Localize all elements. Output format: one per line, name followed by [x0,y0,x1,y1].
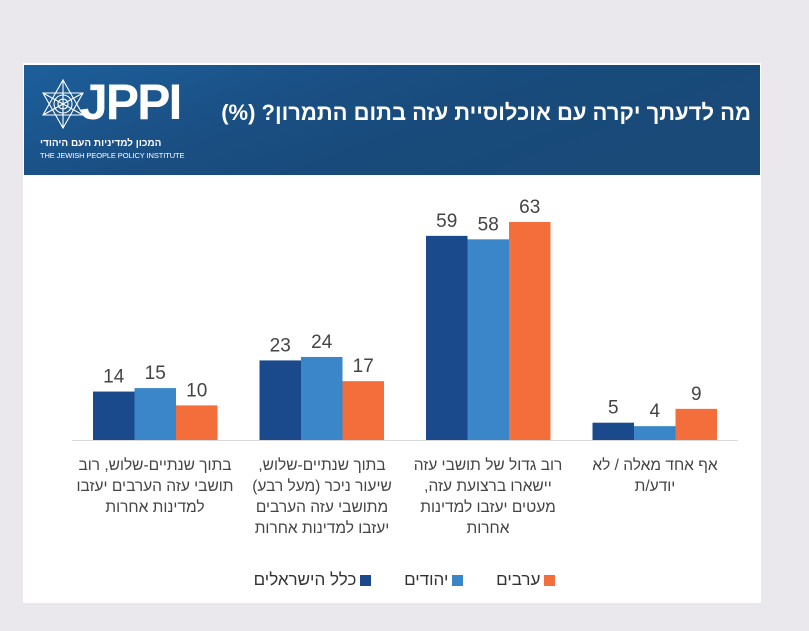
data-label-jews-1: 24 [311,332,333,353]
data-label-arabs-2: 63 [519,197,540,218]
header-banner [24,65,760,175]
data-label-all-israelis-2: 59 [436,211,457,232]
bar-jews-3 [634,426,676,440]
bar-all-israelis-0 [93,391,135,440]
legend-swatch-all-israelis [360,574,372,586]
data-label-jews-3: 4 [649,401,660,422]
legend-item-jews: יהודים [404,570,464,590]
data-label-jews-0: 15 [145,363,166,384]
bar-jews-0 [134,388,176,440]
data-label-arabs-1: 17 [353,356,374,377]
category-label-1: בתוך שנתיים-שלוש, שיעור ניכר (מעל רבע) מ… [252,457,392,537]
data-label-arabs-3: 9 [691,384,702,405]
legend-label-arabs: ערבים [496,570,541,589]
legend-item-all-israelis: כלל הישראלים [254,570,372,590]
logo-hebrew-caption: המכון למדיניות העם היהודי [40,138,162,149]
bar-arabs-3 [675,408,717,440]
data-label-all-israelis-0: 14 [103,367,125,388]
data-label-all-israelis-1: 23 [270,335,291,356]
logo-english-caption: THE JEWISH PEOPLE POLICY INSTITUTE [40,151,185,160]
legend: ערבים יהודים כלל הישראלים [0,570,809,591]
legend-label-jews: יהודים [404,570,449,589]
bar-all-israelis-3 [592,422,634,440]
bar-all-israelis-2 [426,235,468,440]
legend-item-arabs: ערבים [496,570,556,590]
chart-title: מה לדעתך יקרה עם אוכלוסיית עזה בתום התמר… [221,100,751,125]
legend-swatch-jews [452,574,464,586]
star-of-david-icon [42,78,84,130]
legend-label-all-israelis: כלל הישראלים [253,570,357,589]
logo-wordmark: JPPI [80,74,182,130]
bar-all-israelis-1 [259,360,301,440]
data-label-all-israelis-3: 5 [608,398,619,419]
data-label-jews-2: 58 [478,214,499,235]
bar-arabs-0 [176,405,218,440]
bar-jews-2 [467,239,509,440]
category-label-0: בתוך שנתיים-שלוש, רוב תושבי עזה הערבים י… [76,457,234,516]
bar-arabs-1 [342,381,384,440]
category-label-2: רוב גדול של תושבי עזה יישארו ברצועת עזה,… [413,457,563,537]
legend-swatch-arabs [544,574,556,586]
jppi-logo: JPPI המכון למדיניות העם היהודי THE JEWIS… [40,74,185,168]
category-label-3: אף אחד מאלה / לא יודע/ת [592,457,718,495]
data-label-arabs-0: 10 [186,380,207,401]
bar-jews-1 [301,356,343,440]
bar-arabs-2 [509,222,551,440]
